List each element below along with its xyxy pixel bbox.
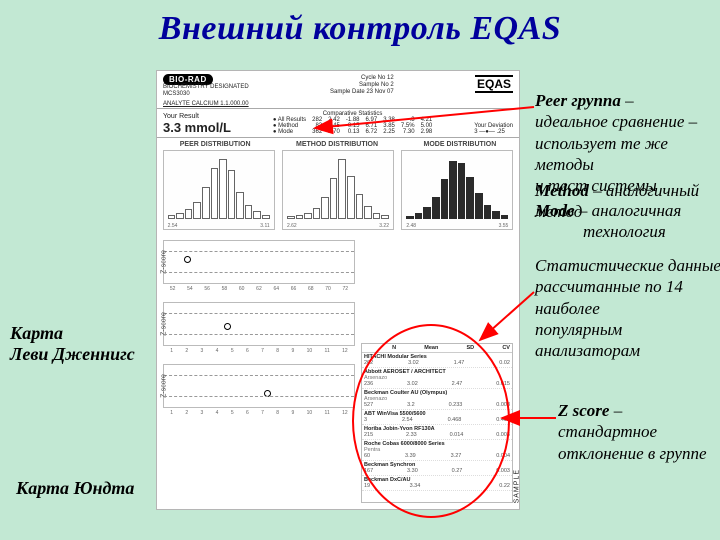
- x: 3.22: [379, 223, 389, 229]
- x: 2.48: [406, 223, 416, 229]
- eqas-logo: EQAS: [475, 75, 513, 93]
- your-result-label: Your Result: [163, 113, 231, 120]
- term: Z score: [558, 401, 609, 420]
- report-sub-left2: MCS3030: [163, 91, 249, 98]
- l: стандартное: [558, 422, 657, 441]
- l: Статистические данные: [535, 256, 720, 275]
- h: SD: [467, 345, 475, 351]
- term: Method: [535, 181, 589, 200]
- l: технология: [535, 222, 666, 241]
- dash: –: [625, 91, 634, 110]
- report-sub-right1: Cycle No 12: [330, 75, 394, 82]
- h: CV: [502, 345, 510, 351]
- label-youden: Карта Юндта: [16, 478, 134, 499]
- sec-peer: PEER DISTRIBUTION: [180, 141, 251, 148]
- l: – аналогичная: [575, 201, 682, 220]
- term: Peer группа: [535, 91, 621, 110]
- dash: –: [614, 401, 623, 420]
- term: Mode: [535, 201, 575, 220]
- report-sub-right2: Sample No 2: [330, 82, 394, 89]
- x: 2.54: [168, 223, 178, 229]
- report-sub-left1: BIOCHEMISTRY DESIGNATED: [163, 84, 249, 91]
- t: SAMPLE: [513, 469, 520, 503]
- your-result-value: 3.3 mmol/L: [163, 120, 231, 135]
- h: Mean: [424, 345, 438, 351]
- l: рассчитанные по 14 наиболее: [535, 277, 683, 317]
- anno-mode: Mode – аналогичная технология: [535, 200, 720, 243]
- hist-mode: 2.48 3.55: [401, 150, 513, 230]
- l: отклонение в группе: [558, 444, 707, 463]
- band-label: ANALYTE CALCIUM 1.1.000.00: [157, 100, 519, 108]
- sidebar-analyte: Calcium 12 · 2 SAMPLE: [505, 469, 520, 510]
- sec-mode: MODE DISTRIBUTION: [424, 141, 497, 148]
- l: Леви Дженнигс: [10, 344, 135, 364]
- l: Карта: [10, 323, 63, 343]
- eqas-report: BIO-RAD BIOCHEMISTRY DESIGNATED MCS3030 …: [156, 70, 520, 510]
- anno-zscore: Z score – стандартное отклонение в групп…: [558, 400, 720, 464]
- l: идеальное сравнение –: [535, 112, 697, 131]
- sec-method: METHOD DISTRIBUTION: [296, 141, 378, 148]
- h: N: [392, 345, 396, 351]
- analyzer-table: N Mean SD CV HITACHI Modular Series2623.…: [361, 343, 513, 503]
- anno-stats: Статистические данные рассчитанные по 14…: [535, 255, 720, 361]
- hist-method: 2.62 3.22: [282, 150, 394, 230]
- x: 2.62: [287, 223, 297, 229]
- x: 3.11: [260, 223, 269, 229]
- report-sub-right3: Sample Date 23 Nov 07: [330, 89, 394, 96]
- comp-stats-table: ● All Results2822.42-1.886.973.38.34.21●…: [270, 117, 435, 135]
- l: популярным анализаторам: [535, 320, 640, 360]
- label-lj: Карта Леви Дженнигс: [10, 323, 135, 364]
- l: использует те же методы: [535, 134, 668, 174]
- slide-title: Внешний контроль EQAS: [0, 10, 720, 48]
- x: 3.55: [499, 223, 509, 229]
- hist-peer: 2.54 3.11: [163, 150, 275, 230]
